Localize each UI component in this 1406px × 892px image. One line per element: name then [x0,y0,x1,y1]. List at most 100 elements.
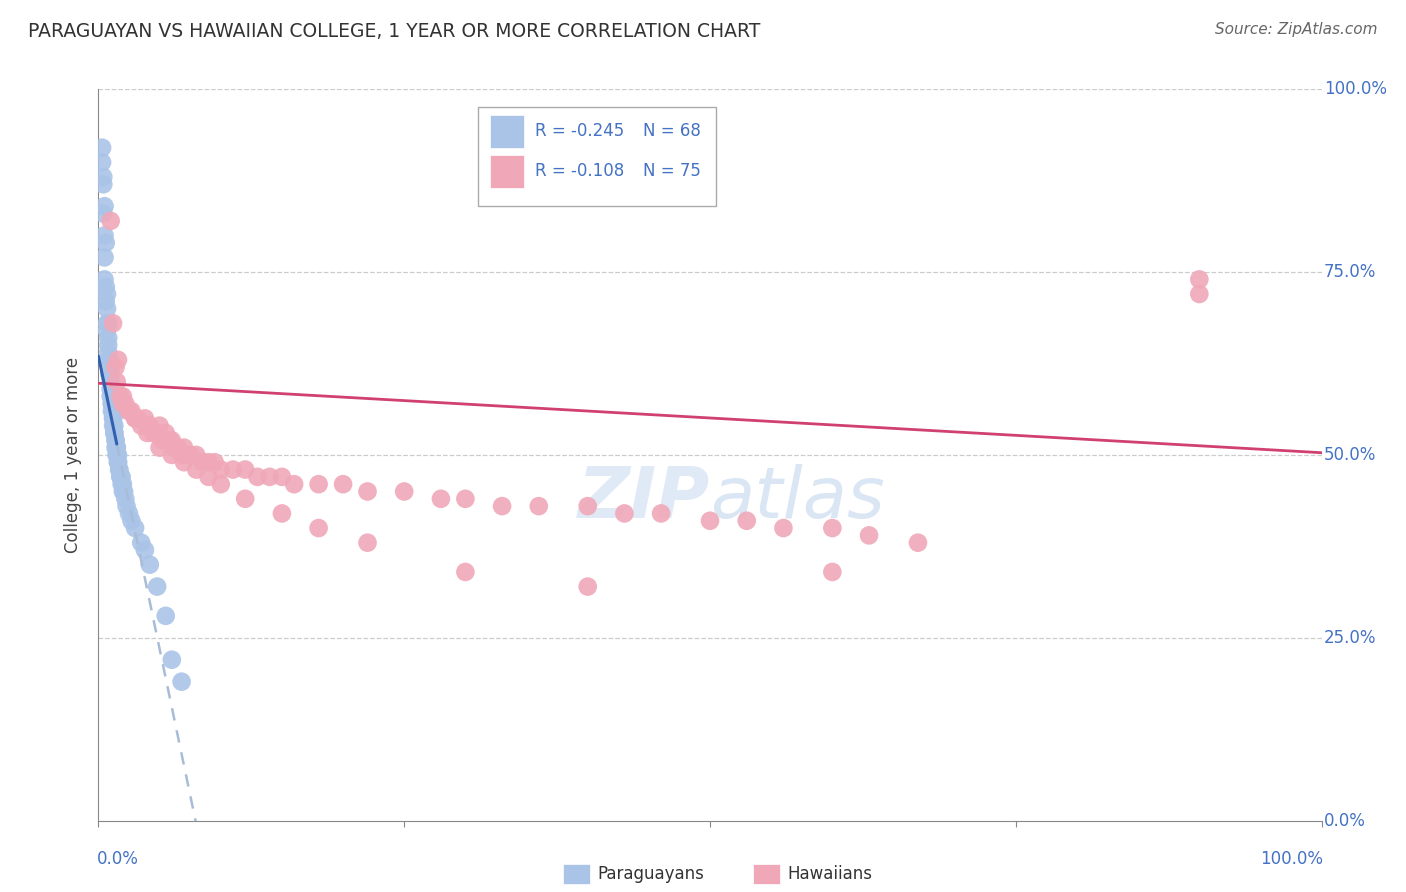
Point [233,462,256,476]
Point [97,331,120,345]
Text: N = 75: N = 75 [643,162,700,180]
Text: N = 68: N = 68 [643,122,700,140]
Bar [752,863,780,884]
Point [111,477,134,491]
Point [101,411,124,425]
Point [114,491,136,506]
Point [149,441,172,455]
Point [101,404,124,418]
Point [101,418,124,433]
Point [136,418,159,433]
Point [120,514,142,528]
Point [105,375,128,389]
Point [129,535,152,549]
Point [392,484,416,499]
Point [100,382,122,396]
Point [94,235,117,250]
Bar [564,863,591,884]
Point [91,169,114,184]
Point [134,543,156,558]
Point [454,565,477,579]
Point [93,272,115,286]
Point [197,455,219,469]
Point [104,434,127,448]
Point [356,484,378,499]
Point [100,375,122,389]
Point [107,455,129,469]
Point [110,389,132,403]
Point [204,455,226,469]
Point [259,470,281,484]
Point [246,470,269,484]
Point [173,441,195,455]
Point [136,425,159,440]
Point [127,411,149,425]
Point [103,425,125,440]
FancyBboxPatch shape [478,108,716,206]
Point [100,389,122,403]
Point [101,397,124,411]
Point [170,674,193,689]
Point [96,324,118,338]
Point [858,528,880,542]
Text: 25.0%: 25.0% [1324,629,1376,647]
Point [191,455,214,469]
Text: Paraguayans: Paraguayans [598,865,704,883]
Point [430,491,453,506]
Point [160,448,183,462]
Point [111,477,134,491]
Point [93,228,115,243]
Point [157,434,180,448]
Point [139,558,162,572]
Point [699,514,721,528]
Point [576,580,599,594]
Point [650,507,672,521]
Point [124,411,146,425]
Point [163,441,186,455]
Point [270,470,294,484]
Point [907,535,929,549]
Text: Hawaiians: Hawaiians [787,865,872,883]
Point [91,206,114,220]
Point [94,279,117,293]
Point [111,389,134,403]
Text: ZIP: ZIP [578,465,710,533]
Point [197,470,219,484]
Point [96,287,118,301]
Point [107,352,129,367]
Bar [489,155,524,188]
Point [160,434,183,448]
Point [186,448,208,462]
Point [134,411,156,425]
Point [118,507,141,521]
Point [104,434,127,448]
Text: atlas: atlas [710,465,884,533]
Point [97,338,120,352]
Point [91,178,114,192]
Point [491,499,513,513]
Text: 100.0%: 100.0% [1324,80,1388,98]
Point [107,448,129,462]
Point [104,441,127,455]
Point [142,425,165,440]
Point [105,441,128,455]
Point [101,411,124,425]
Point [576,499,599,513]
Point [139,418,162,433]
Point [1188,272,1211,286]
Point [110,470,132,484]
Text: PARAGUAYAN VS HAWAIIAN COLLEGE, 1 YEAR OR MORE CORRELATION CHART: PARAGUAYAN VS HAWAIIAN COLLEGE, 1 YEAR O… [28,22,761,41]
Text: 50.0%: 50.0% [1324,446,1376,464]
Point [1188,287,1211,301]
Point [114,397,136,411]
Point [103,418,125,433]
Point [111,470,134,484]
Point [100,214,122,228]
Point [308,521,330,535]
Point [108,462,131,476]
Point [98,368,121,382]
Point [146,580,169,594]
Bar [489,115,524,148]
Point [118,404,141,418]
Point [101,316,124,330]
